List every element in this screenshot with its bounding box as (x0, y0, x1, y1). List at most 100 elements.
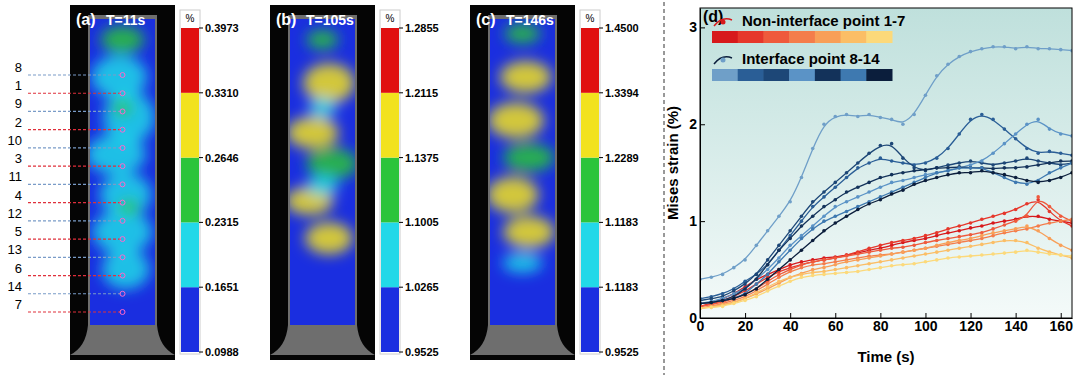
series-point (957, 255, 961, 259)
y-tick-label: 1 (689, 213, 697, 229)
series-point (755, 282, 759, 286)
series-point (980, 224, 984, 228)
panel-label: (b) (276, 11, 296, 28)
series-point (1014, 239, 1018, 243)
x-tick-label: 80 (873, 318, 889, 334)
series-point (721, 299, 725, 303)
point-marker (120, 218, 125, 223)
time-label: T=11s (106, 12, 146, 28)
colorbar-tick-label: 1.2855 (405, 22, 439, 34)
series-point (991, 221, 995, 225)
series-point (766, 273, 770, 277)
leader-line (28, 166, 123, 167)
colorbar-tick-label: 0.2646 (205, 152, 239, 164)
point-marker (120, 291, 125, 296)
series-point (732, 301, 736, 305)
leader-line (28, 257, 123, 258)
point-marker (120, 182, 125, 187)
series-point (822, 266, 826, 270)
series-point (709, 301, 713, 305)
series-point (969, 159, 973, 163)
series-point (743, 292, 747, 296)
series-point (957, 246, 961, 250)
series-point (879, 253, 883, 257)
series-point (721, 299, 725, 303)
colorbar-tick-label: 1.1005 (405, 216, 439, 228)
series-point (755, 295, 759, 299)
legend-swatch (738, 69, 764, 81)
legend-swatch (712, 69, 738, 81)
series-point (980, 159, 984, 163)
series-point (856, 195, 860, 199)
colorbar-tick (599, 157, 603, 158)
series-point (912, 113, 916, 117)
series-point (957, 224, 961, 228)
series-point (1036, 159, 1040, 163)
colorbar-tick-label: 0.9525 (405, 346, 439, 358)
series-point (777, 244, 781, 248)
series-point (924, 246, 928, 250)
series-point (1048, 252, 1052, 256)
series-point (935, 171, 939, 175)
leader-line (28, 74, 123, 75)
x-axis-title: Time (s) (857, 348, 914, 365)
series-point (991, 163, 995, 167)
series-point (901, 122, 905, 126)
series-point (856, 115, 860, 119)
series-point (777, 284, 781, 288)
series-point (811, 263, 815, 267)
series-point (946, 169, 950, 173)
series-point (1036, 246, 1040, 250)
series-point (856, 208, 860, 212)
y-tick: 2 (689, 116, 705, 132)
colorbar-tick-label: 1.1375 (405, 152, 439, 164)
colorbar-tick-label: 1.3394 (605, 87, 640, 99)
series-point (766, 229, 770, 233)
strain-blob (306, 148, 355, 180)
series-point (833, 272, 837, 276)
legend-swatch (738, 31, 764, 43)
series-point (845, 113, 849, 117)
colorbar-segment (381, 287, 399, 352)
series-point (709, 300, 713, 304)
series-point (833, 205, 837, 209)
leader-line (28, 311, 123, 312)
series-point (845, 210, 849, 214)
legend-swatch (815, 69, 841, 81)
series-point (946, 147, 950, 151)
series-point (969, 118, 973, 122)
colorbar-segment (381, 158, 399, 223)
colorbar-tick (399, 352, 403, 353)
legend-swatch (815, 31, 841, 43)
series-point (856, 161, 860, 165)
series-point (1036, 250, 1040, 254)
x-axis: 020406080100120140160 (697, 313, 1074, 334)
image-background (70, 5, 175, 360)
series-point (867, 262, 871, 266)
series-point (845, 253, 849, 257)
strain-field-base (490, 19, 555, 325)
series-point (845, 253, 849, 257)
series-point (755, 273, 759, 277)
series-point (1048, 210, 1052, 214)
series-point (946, 248, 950, 252)
series-point (833, 263, 837, 267)
legend-swatch (866, 31, 892, 43)
series-point (946, 173, 950, 177)
series-point (822, 205, 826, 209)
point-label: 8 (15, 60, 22, 75)
series-point (1025, 214, 1029, 218)
series-point (946, 62, 950, 66)
series-point (1003, 127, 1007, 131)
series-point (1003, 166, 1007, 170)
strain-blob (100, 173, 152, 217)
series-point (1025, 179, 1029, 183)
legend-label: Interface point 8-14 (742, 50, 880, 67)
series-point (901, 239, 905, 243)
series-point (912, 176, 916, 180)
colorbar-segment (581, 28, 599, 93)
colorbar-unit: % (586, 13, 595, 24)
point-marker (120, 273, 125, 278)
series-point (935, 171, 939, 175)
series-point (946, 227, 950, 231)
